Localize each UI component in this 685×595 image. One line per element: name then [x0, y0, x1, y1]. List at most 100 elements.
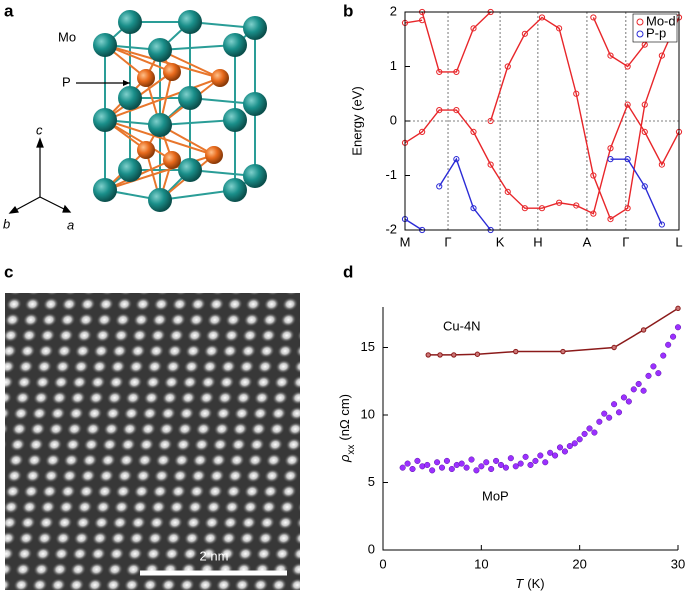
band-marker [487, 161, 494, 168]
data-point [556, 444, 564, 451]
band-marker [590, 14, 597, 21]
mo-atom [243, 92, 267, 116]
data-point [404, 460, 411, 467]
band-marker [607, 145, 614, 152]
data-point [660, 352, 667, 359]
atom-label: P [62, 74, 71, 89]
bond [104, 44, 173, 73]
band-marker [521, 205, 528, 212]
data-point [483, 459, 490, 466]
x-tick-label: L [675, 234, 682, 249]
data-point [414, 457, 421, 464]
data-point [424, 461, 431, 469]
bond [159, 189, 236, 201]
band-marker [607, 52, 614, 59]
p-atom [137, 141, 155, 159]
x-axis-symbol: T [515, 576, 524, 591]
data-point [611, 401, 618, 408]
band-marker [538, 14, 546, 21]
series-label: MoP [482, 488, 509, 503]
data-point [513, 348, 519, 355]
x-axis-unit: (K) [527, 576, 544, 591]
axis-label: b [3, 216, 10, 231]
band-marker [470, 128, 477, 135]
y-axis-label: Energy (eV) [349, 86, 364, 155]
data-point [399, 464, 406, 471]
band-marker [607, 216, 614, 223]
data-point [507, 455, 514, 462]
band-marker [590, 210, 597, 217]
data-point [601, 410, 608, 417]
data-point [537, 452, 544, 459]
mo-atom [93, 33, 117, 57]
band-marker [470, 25, 477, 32]
band-marker [453, 68, 460, 76]
plot-frame [404, 11, 680, 231]
data-point [468, 456, 475, 463]
y-axis-symbol: ρ [337, 454, 352, 463]
x-tick-label: 30 [671, 556, 685, 571]
mo-atom [223, 33, 247, 57]
data-point [552, 452, 559, 459]
data-point [451, 352, 457, 358]
band-line [404, 103, 680, 215]
arrow-head [123, 80, 130, 86]
band-marker [504, 63, 511, 70]
data-point [670, 333, 677, 340]
band-line [404, 16, 680, 221]
mo-atom [118, 86, 142, 110]
data-point [437, 352, 443, 358]
y-tick-label: -2 [385, 221, 397, 236]
axis-label: a [67, 217, 74, 232]
mo-atom [148, 188, 172, 212]
band-marker [504, 188, 511, 195]
x-tick-label: Γ [444, 234, 451, 249]
band-marker [641, 101, 648, 108]
mo-atom [178, 10, 202, 34]
panel-label: a [4, 1, 14, 20]
data-point [625, 398, 632, 405]
bond [104, 77, 221, 121]
y-tick-label: -1 [385, 167, 397, 182]
data-point [650, 363, 657, 370]
mo-atom [118, 158, 142, 182]
y-tick-label: 5 [368, 474, 375, 489]
x-tick-label: 10 [474, 556, 488, 571]
p-atom [205, 146, 223, 164]
data-point [527, 461, 534, 469]
band-marker [538, 205, 546, 212]
band-marker [624, 205, 631, 212]
axes [382, 307, 678, 551]
bond [104, 119, 215, 156]
bond [159, 119, 236, 126]
data-point [581, 430, 588, 437]
resistivity-chart: 0 10 20 30 0 5 10 15 Cu-4N MoP [361, 305, 685, 571]
data-point [674, 324, 682, 331]
y-tick-label: 0 [390, 112, 397, 127]
data-point [640, 387, 647, 394]
band-marker [624, 156, 631, 163]
p-atom [163, 63, 181, 81]
mo-atom [118, 10, 142, 34]
band-marker [436, 107, 443, 114]
data-point [640, 327, 647, 333]
data-point [522, 453, 529, 460]
x-axis-label: T (K) [515, 576, 544, 591]
data-point [606, 414, 613, 421]
x-tick-label: Γ [622, 234, 629, 249]
data-point [655, 370, 662, 377]
data-point [409, 465, 416, 473]
mo-atom [93, 178, 117, 202]
mo-atom [148, 113, 172, 137]
data-point [429, 467, 436, 474]
x-tick-label: K [496, 234, 505, 249]
data-point [463, 464, 470, 471]
legend-label: P-p [646, 25, 666, 40]
x-tick-label: A [583, 234, 592, 249]
mo-atom [223, 178, 247, 202]
band-marker [436, 183, 443, 190]
y-axis-unit: (nΩ cm) [337, 394, 352, 441]
atomic-lattice [5, 293, 300, 590]
band-line [421, 11, 492, 73]
data-point [547, 449, 554, 456]
